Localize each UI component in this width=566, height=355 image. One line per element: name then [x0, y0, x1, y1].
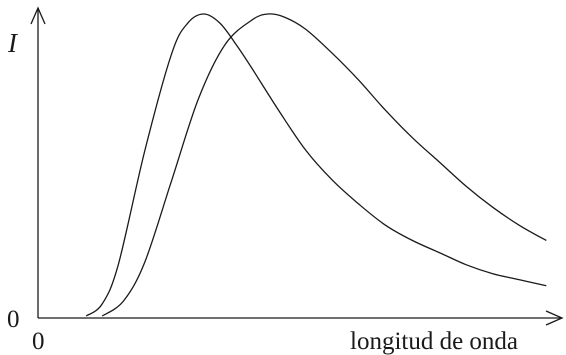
- x-axis-arrow: [545, 310, 564, 326]
- y-axis-arrow: [30, 6, 46, 25]
- y-axis: [30, 6, 46, 318]
- y-origin-label: 0: [7, 306, 20, 333]
- x-axis: [38, 310, 564, 326]
- series-line-2: [101, 13, 547, 317]
- series-group: [85, 13, 547, 317]
- series-line-1: [85, 13, 547, 317]
- x-origin-label: 0: [32, 328, 45, 355]
- x-axis-label: longitud de onda: [350, 328, 518, 355]
- y-axis-label: I: [7, 28, 19, 58]
